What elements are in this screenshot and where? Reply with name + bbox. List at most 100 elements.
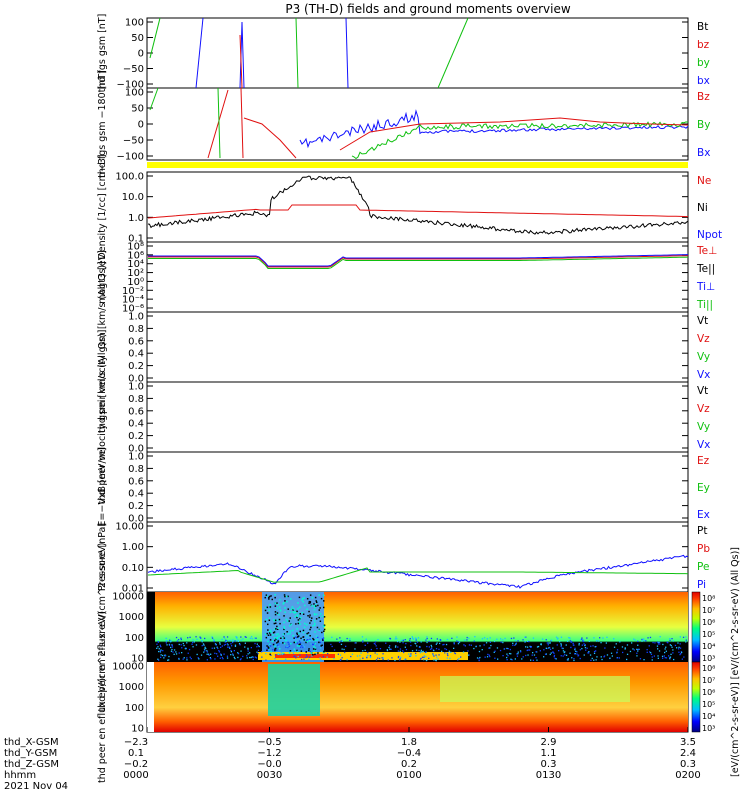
y-axis-label: thd peir en eflux eV/(cm^2-s-sr-eV)	[97, 543, 108, 712]
ion-cavity-speckle	[274, 619, 277, 622]
ion-speckle	[206, 650, 208, 652]
ion-speckle	[293, 655, 295, 658]
ion-speckle	[294, 636, 297, 638]
ion-cavity-speckle	[297, 607, 299, 610]
ion-cavity-speckle	[266, 649, 268, 651]
ion-speckle	[420, 651, 422, 653]
ion-speckle	[220, 653, 222, 655]
y-axis-label: thd fgs gsm [nT]	[97, 14, 108, 93]
ion-speckle	[377, 639, 379, 641]
ion-cavity-speckle	[304, 604, 306, 607]
ion-cavity-speckle	[290, 623, 292, 626]
panel2-bz-rise	[207, 89, 229, 159]
ion-cavity-speckle	[276, 602, 278, 604]
ion-speckle	[571, 657, 573, 659]
ion-speckle	[670, 644, 672, 647]
ion-speckle	[464, 645, 466, 647]
ion-speckle	[374, 643, 376, 645]
ion-cavity-speckle	[292, 629, 294, 632]
ion-speckle	[187, 637, 189, 639]
ion-speckle	[196, 653, 198, 656]
ion-speckle	[252, 656, 255, 658]
ion-speckle	[636, 655, 638, 657]
ion-speckle	[233, 656, 235, 658]
panel4-te-perp-trace	[148, 255, 689, 268]
ion-speckle	[299, 642, 302, 644]
ion-cavity-speckle	[313, 613, 316, 615]
ion-cavity-speckle	[287, 608, 289, 610]
ion-cavity-speckle	[283, 628, 285, 631]
ion-cavity-speckle	[283, 627, 286, 630]
ion-cavity-speckle	[282, 636, 284, 639]
ion-speckle	[351, 653, 354, 655]
ion-speckle	[306, 655, 308, 658]
ion-speckle	[319, 647, 322, 649]
ion-cavity-speckle	[270, 595, 272, 597]
ion-cavity-speckle	[296, 649, 298, 652]
ion-speckle	[303, 658, 305, 660]
ion-speckle	[445, 643, 448, 646]
ion-speckle	[550, 652, 552, 654]
ion-speckle	[581, 638, 583, 640]
ion-speckle	[444, 648, 446, 650]
ion-speckle	[553, 652, 555, 654]
panel2-bz-jump	[240, 87, 244, 159]
ion-cavity-speckle	[321, 644, 323, 646]
ion-speckle	[681, 651, 683, 654]
ion-cavity-speckle	[278, 635, 281, 637]
ion-cavity-speckle	[323, 630, 325, 632]
ion-speckle	[563, 651, 565, 654]
ion-speckle	[196, 638, 198, 640]
ion-speckle	[431, 648, 433, 650]
ion-speckle	[257, 649, 260, 651]
ion-speckle	[506, 647, 508, 650]
ion-speckle	[565, 644, 567, 646]
ion-speckle	[230, 654, 232, 656]
colorbar-tick: 10³	[702, 654, 715, 663]
ion-speckle	[256, 643, 258, 645]
ion-speckle	[160, 656, 162, 658]
ion-speckle	[171, 644, 173, 646]
legend-entry: Vt	[697, 315, 708, 327]
ion-speckle	[395, 645, 397, 647]
ion-speckle	[307, 639, 310, 642]
ion-speckle	[232, 641, 234, 644]
ion-speckle	[323, 637, 325, 639]
ion-cavity-speckle	[314, 639, 316, 642]
ion-spectro-band	[258, 652, 468, 660]
x-tick-label: 0130	[536, 770, 561, 781]
ion-cavity-speckle	[278, 606, 281, 608]
ion-speckle	[590, 659, 592, 661]
ion-speckle	[252, 658, 254, 661]
ion-speckle	[402, 650, 404, 652]
ion-cavity-speckle	[319, 607, 321, 609]
ion-cavity-speckle	[312, 648, 315, 650]
ion-speckle	[636, 652, 638, 654]
ion-speckle	[409, 639, 411, 641]
ion-speckle	[404, 639, 406, 641]
colorbar-tick: 10⁶	[702, 618, 715, 627]
ion-speckle	[468, 654, 470, 656]
x-tick-label: 3.5	[680, 737, 696, 748]
ion-speckle	[637, 640, 639, 642]
ion-cavity-speckle	[264, 620, 267, 623]
ion-speckle	[293, 649, 295, 652]
ion-speckle	[468, 644, 471, 646]
ion-speckle	[178, 652, 180, 654]
ion-speckle	[615, 643, 617, 645]
ion-speckle	[279, 638, 281, 641]
ion-speckle	[424, 651, 427, 653]
ion-speckle	[519, 650, 522, 652]
ion-speckle	[613, 646, 616, 648]
ion-speckle	[539, 650, 541, 652]
ion-speckle	[192, 639, 194, 641]
ion-speckle	[673, 658, 675, 661]
ion-speckle	[548, 647, 550, 649]
panel3-ne-trace	[147, 204, 689, 219]
colorbar-tick: 10⁷	[702, 606, 715, 615]
ion-speckle	[217, 655, 219, 657]
ion-speckle	[586, 637, 588, 639]
ion-speckle	[285, 658, 287, 660]
ion-cavity-speckle	[299, 630, 301, 633]
ion-speckle	[626, 644, 629, 646]
